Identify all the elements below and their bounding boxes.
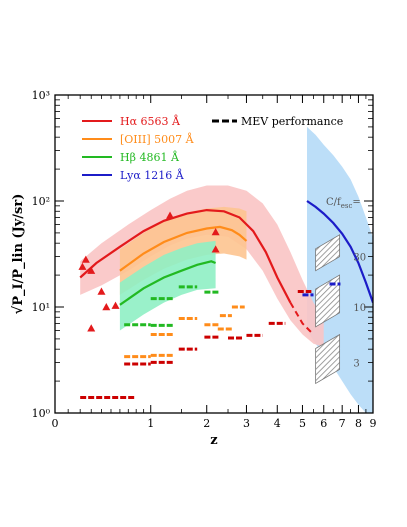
cf-label-eq: = [352, 197, 360, 208]
line-h-6563 [79, 208, 292, 304]
legend-label-oiii-5007: [OIII] 5007 Å [120, 132, 195, 146]
line-h-4861 [119, 260, 217, 306]
cf-value-10: 10 [353, 303, 366, 314]
y-tick-label-3: 10³ [32, 89, 50, 102]
data-triangle-5 [102, 303, 111, 311]
cf-label-main: C/f [326, 197, 342, 208]
cf-value-30: 30 [353, 252, 366, 263]
cf-value-labels: 30 10 3 [353, 252, 366, 369]
data-triangle-2 [87, 266, 96, 274]
hatched-region-1 [315, 274, 341, 328]
x-axis-title: z [210, 433, 217, 448]
mev-label: MEV performance [241, 115, 343, 128]
x-tick-label-0: 0 [52, 417, 59, 430]
x-tick-label-7: 7 [339, 417, 346, 430]
band-h-4861 [119, 240, 216, 331]
series-lines [79, 200, 373, 336]
legend-label-ly-1216: Lyα 1216 Å [120, 168, 185, 182]
axis-ticks: 0 1 2 3 4 5 6 7 8 9 10⁰ 10¹ 10² 10³ [32, 89, 377, 430]
x-tick-label-5: 5 [299, 417, 306, 430]
data-triangle-8 [211, 245, 220, 253]
y-tick-label-1: 10¹ [32, 301, 50, 314]
data-triangles [78, 211, 220, 332]
data-triangle-1 [81, 255, 90, 263]
y-axis-title: √P_I/P_lin (Jy/sr) [11, 194, 26, 315]
y-tick-label-0: 10⁰ [32, 407, 51, 420]
line-oiii-5007 [119, 225, 248, 272]
plot-frame [54, 94, 374, 414]
y-tick-label-2: 10² [32, 195, 50, 208]
hatched-regions [315, 234, 341, 385]
x-tick-label-8: 8 [355, 417, 362, 430]
data-triangle-0 [78, 262, 87, 270]
legend-label-h-6563: Hα 6563 Å [120, 114, 181, 128]
cf-value-3: 3 [353, 358, 359, 369]
cf-label-sub: esc [341, 202, 353, 210]
data-triangle-4 [97, 287, 106, 295]
hatched-region-0 [315, 234, 341, 272]
data-triangle-9 [211, 227, 220, 236]
line-dashed-h-6563 [289, 302, 315, 336]
data-triangle-3 [87, 324, 96, 332]
x-tick-label-6: 6 [320, 417, 327, 430]
x-tick-label-4: 4 [274, 417, 281, 430]
legend-label-h-4861: Hβ 4861 Å [120, 150, 180, 164]
mev-segments [80, 282, 341, 400]
legend: Hα 6563 Å [OIII] 5007 Å Hβ 4861 Å Lyα 1216 … [82, 114, 195, 182]
confidence-bands [80, 126, 373, 413]
data-triangle-7 [166, 211, 175, 219]
hatched-region-2 [315, 333, 341, 385]
x-tick-label-9: 9 [370, 417, 377, 430]
cf-label: C/fesc= [326, 197, 361, 210]
x-tick-label-1: 1 [147, 417, 154, 430]
line-ly-1216 [306, 200, 373, 303]
data-triangle-6 [111, 301, 120, 309]
x-tick-label-3: 3 [243, 417, 250, 430]
x-tick-label-2: 2 [203, 417, 210, 430]
mev-annotation: MEV performance [212, 115, 343, 128]
band-h-6563 [80, 185, 324, 347]
